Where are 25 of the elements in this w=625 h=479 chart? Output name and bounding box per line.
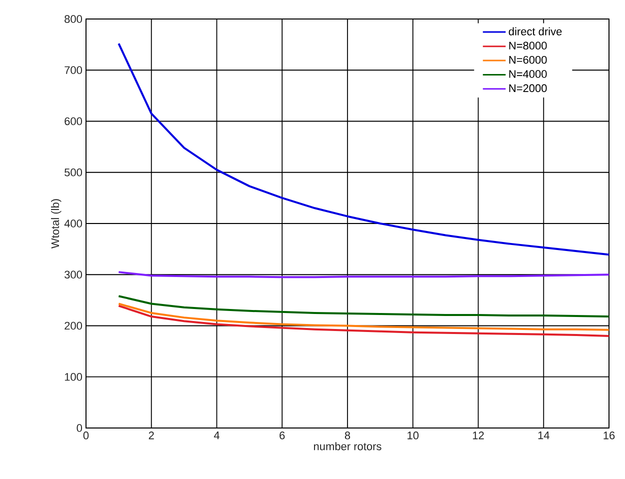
legend-label: N=8000 [509,42,547,50]
y-tick-label: 800 [64,15,82,23]
x-tick-label: 12 [472,432,484,440]
x-tick-label: 4 [214,432,220,440]
x-tick-label: 16 [604,432,615,440]
x-tick-label: 8 [344,432,350,440]
legend-label: direct drive [508,27,562,36]
x-tick-label: 10 [408,432,419,440]
y-tick-label: 500 [64,168,82,176]
legend-label: N=6000 [509,56,547,64]
legend-label: N=2000 [509,84,547,92]
x-tick-label: 2 [148,432,154,440]
y-tick-label: 400 [64,220,82,228]
y-tick-label: 600 [64,117,82,126]
x-axis-title: number rotors [314,442,382,450]
y-tick-label: 200 [64,322,82,330]
x-tick-label: 6 [280,432,285,440]
y-axis-title: Wtotal (lb) [51,199,62,249]
y-tick-label: 700 [64,66,82,74]
y-tick-label: 300 [64,270,82,279]
x-tick-label: 14 [538,432,550,440]
x-tick-label: 0 [83,432,89,440]
legend-label: N=4000 [509,70,547,78]
y-tick-label: 0 [76,424,82,432]
y-tick-label: 100 [64,372,82,381]
